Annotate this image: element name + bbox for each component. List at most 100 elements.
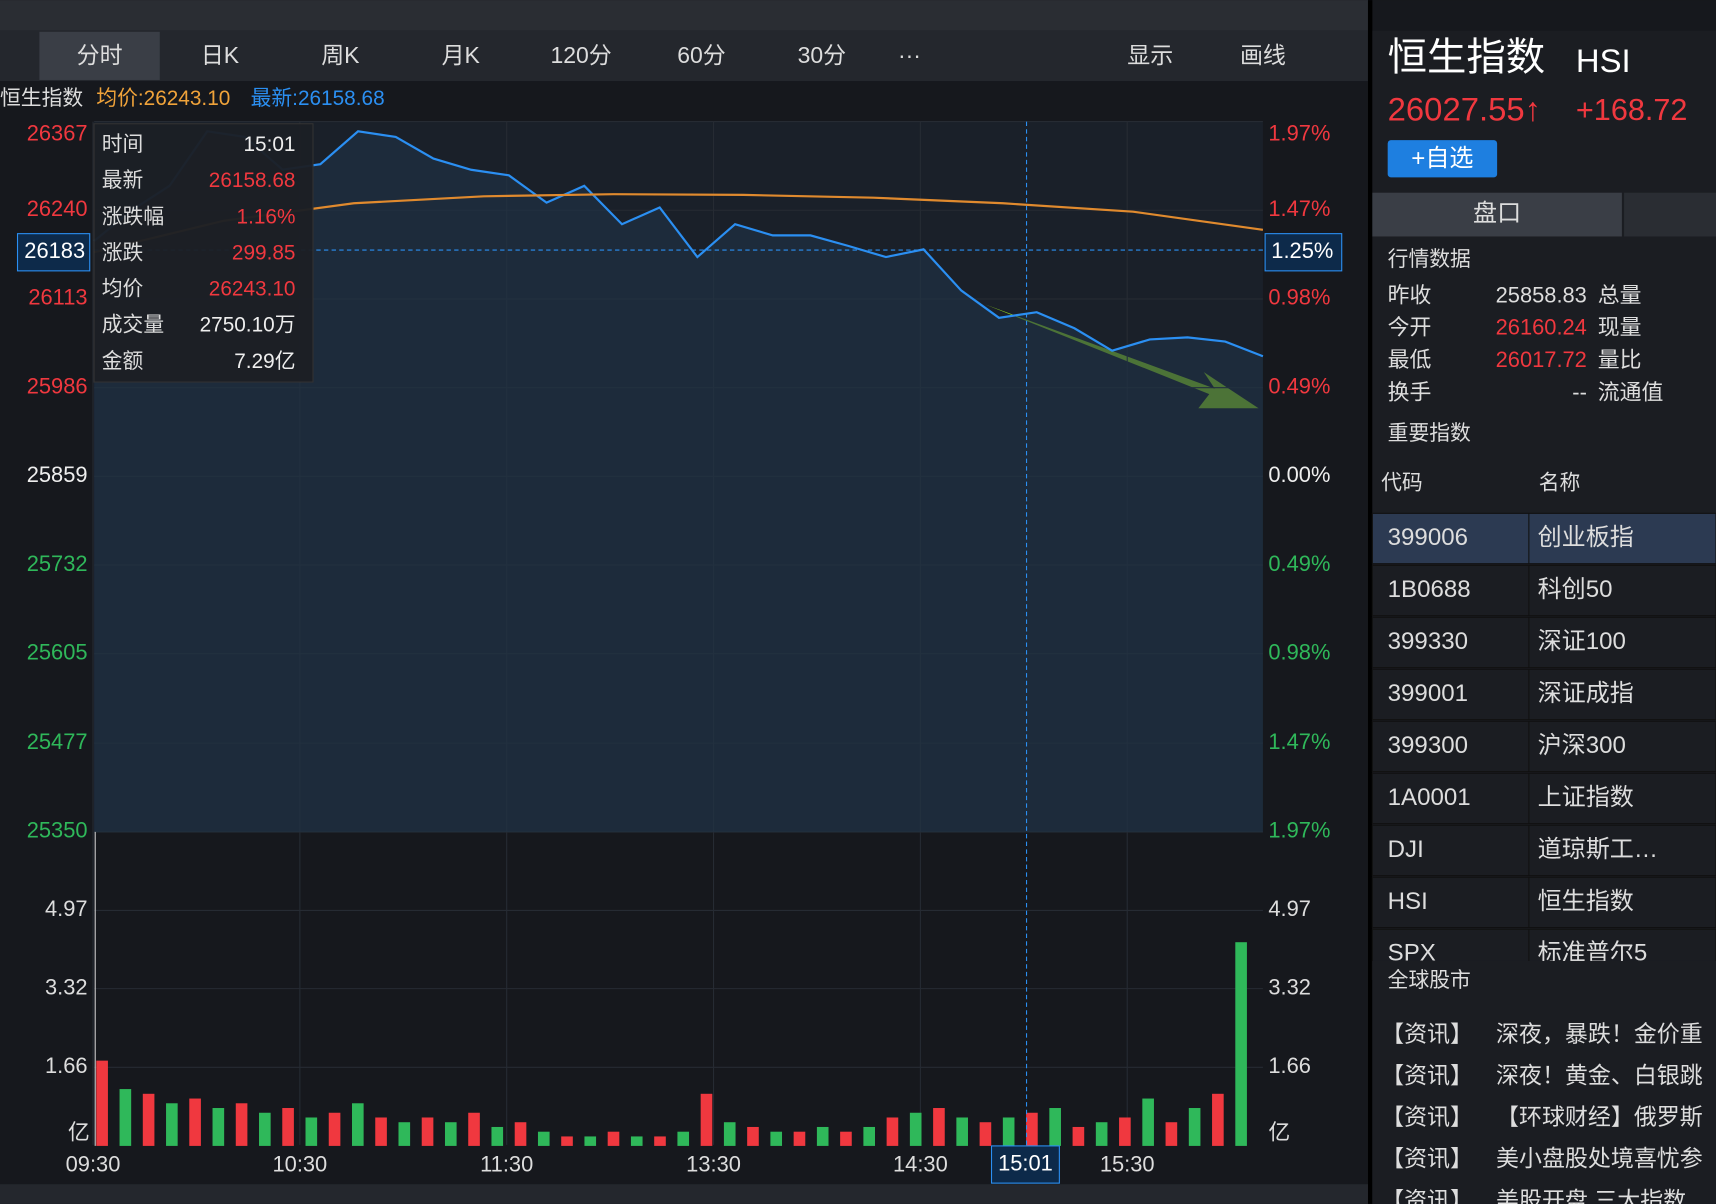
x-tick-label: 14:30 xyxy=(893,1151,948,1176)
follow-button[interactable] xyxy=(1387,140,1498,178)
crosshair-label: 1.25% xyxy=(1271,238,1333,263)
volume-bar xyxy=(1165,1122,1178,1146)
y-tick-label: 25350 xyxy=(27,818,88,843)
volume-bar xyxy=(840,1131,852,1146)
index-row[interactable] xyxy=(1371,876,1716,929)
volume-bar xyxy=(491,1126,504,1146)
index-code: DJI xyxy=(1388,836,1424,863)
tab[interactable]: 120分 xyxy=(550,42,611,68)
volume-bar xyxy=(142,1093,155,1146)
volume-bar xyxy=(816,1126,829,1146)
tab-active xyxy=(39,31,160,80)
tab[interactable]: 30分 xyxy=(798,42,847,68)
x-tick-label: 15:30 xyxy=(1100,1151,1155,1176)
tooltip-value: 7.29亿 xyxy=(234,350,295,373)
crosshair-box xyxy=(1264,233,1343,272)
x-tick-label: 09:30 xyxy=(66,1151,121,1176)
volume-tick: 4.97 xyxy=(45,896,88,921)
news-tag[interactable]: 【资讯】 xyxy=(1381,1062,1473,1088)
news-title[interactable]: 深夜，暴跌！金价重 xyxy=(1496,1020,1703,1046)
tab[interactable]: 周K xyxy=(321,42,360,68)
toolbar xyxy=(0,30,1368,82)
volume-bar xyxy=(235,1103,248,1146)
volume-bar xyxy=(1142,1098,1154,1146)
volume-bar xyxy=(747,1126,759,1146)
volume-bar xyxy=(909,1112,922,1146)
y-tick-label: 25859 xyxy=(27,462,88,487)
stat-key: 今开 xyxy=(1388,315,1432,340)
tooltip-key: 成交量 xyxy=(102,314,164,337)
tooltip-value: 26243.10 xyxy=(209,278,296,301)
volume-unit-right: 亿 xyxy=(1268,1120,1290,1145)
y-tick-label: 25605 xyxy=(27,640,88,665)
tab[interactable]: ··· xyxy=(898,42,921,68)
volume-bar xyxy=(514,1122,527,1146)
stat-value: 26017.72 xyxy=(1496,347,1587,372)
x-tick-label: 10:30 xyxy=(272,1151,327,1176)
x-tick-label: 11:30 xyxy=(480,1151,533,1176)
volume-bar xyxy=(654,1136,666,1146)
volume-bar xyxy=(793,1131,806,1146)
top-bar xyxy=(0,0,1368,31)
index-row[interactable] xyxy=(1371,564,1716,617)
stat-value: -- xyxy=(1572,379,1587,404)
last-label: 最新:26158.68 xyxy=(251,87,385,110)
volume-bar xyxy=(1072,1126,1085,1146)
index-row[interactable] xyxy=(1371,668,1716,721)
stat-value: 26160.24 xyxy=(1496,315,1587,340)
news-tag[interactable]: 【资讯】 xyxy=(1381,1187,1473,1204)
crosshair-label: 15:01 xyxy=(998,1150,1053,1175)
news-title[interactable]: 美小盘股处境喜忧参 xyxy=(1496,1145,1703,1171)
bottom-bar xyxy=(0,1184,1368,1204)
panel-tab[interactable] xyxy=(1372,192,1622,237)
y-tick-label: 25477 xyxy=(27,729,88,754)
pct-tick-label: 1.97% xyxy=(1268,120,1330,145)
volume-bar xyxy=(584,1136,597,1146)
news-tag[interactable]: 【资讯】 xyxy=(1381,1145,1473,1171)
index-name: 恒生指数 xyxy=(1538,888,1634,915)
pct-tick-label: 0.49% xyxy=(1268,551,1330,576)
menu-draw[interactable]: 画线 xyxy=(1240,42,1286,68)
volume-bar xyxy=(1212,1093,1224,1146)
stat-key: 昨收 xyxy=(1388,282,1432,307)
pct-tick-label: 0.49% xyxy=(1268,373,1330,398)
tooltip-key: 时间 xyxy=(102,133,144,156)
news-tag[interactable]: 【资讯】 xyxy=(1381,1020,1473,1046)
tab[interactable]: 日K xyxy=(201,42,240,68)
tab[interactable]: 60分 xyxy=(677,42,726,68)
panel-tab-2[interactable] xyxy=(1624,192,1716,237)
volume-bar xyxy=(886,1117,899,1146)
tooltip xyxy=(93,123,314,383)
volume-bar xyxy=(537,1131,550,1146)
menu-display[interactable]: 显示 xyxy=(1127,42,1173,68)
tab[interactable]: 分时 xyxy=(77,42,123,68)
index-row[interactable] xyxy=(1371,824,1716,877)
index-code: 399300 xyxy=(1388,732,1468,759)
volume-tick-right: 3.32 xyxy=(1268,974,1311,999)
tooltip-value: 299.85 xyxy=(232,241,296,264)
column-header: 代码 xyxy=(1381,471,1423,494)
news-title[interactable]: 美股开盘 三大指数 xyxy=(1496,1187,1686,1204)
follow-button-label[interactable]: +自选 xyxy=(1411,145,1473,172)
tab[interactable]: 月K xyxy=(442,42,481,68)
index-code: 1A0001 xyxy=(1388,784,1471,811)
section-bg xyxy=(1372,960,1716,1204)
volume-bar xyxy=(351,1103,364,1146)
index-row[interactable] xyxy=(1371,512,1716,565)
index-code: HSI xyxy=(1388,888,1428,915)
volume-bar xyxy=(933,1108,945,1146)
news-title[interactable]: 深夜！黄金、白银跳 xyxy=(1496,1062,1703,1088)
quote-code: HSI xyxy=(1576,42,1631,79)
index-row[interactable] xyxy=(1371,720,1716,773)
news-title[interactable]: 【环球财经】俄罗斯 xyxy=(1496,1104,1703,1130)
volume-bar xyxy=(398,1122,411,1146)
panel-tab-label[interactable]: 盘口 xyxy=(1473,200,1521,227)
volume-tick: 1.66 xyxy=(45,1053,88,1078)
index-row[interactable] xyxy=(1371,616,1716,669)
index-name: 上证指数 xyxy=(1538,784,1634,811)
index-row[interactable] xyxy=(1371,772,1716,825)
news-tag[interactable]: 【资讯】 xyxy=(1381,1104,1473,1130)
index-name: 道琼斯工… xyxy=(1538,836,1658,863)
pct-tick-label: 0.98% xyxy=(1268,285,1330,310)
volume-bar xyxy=(282,1108,294,1146)
